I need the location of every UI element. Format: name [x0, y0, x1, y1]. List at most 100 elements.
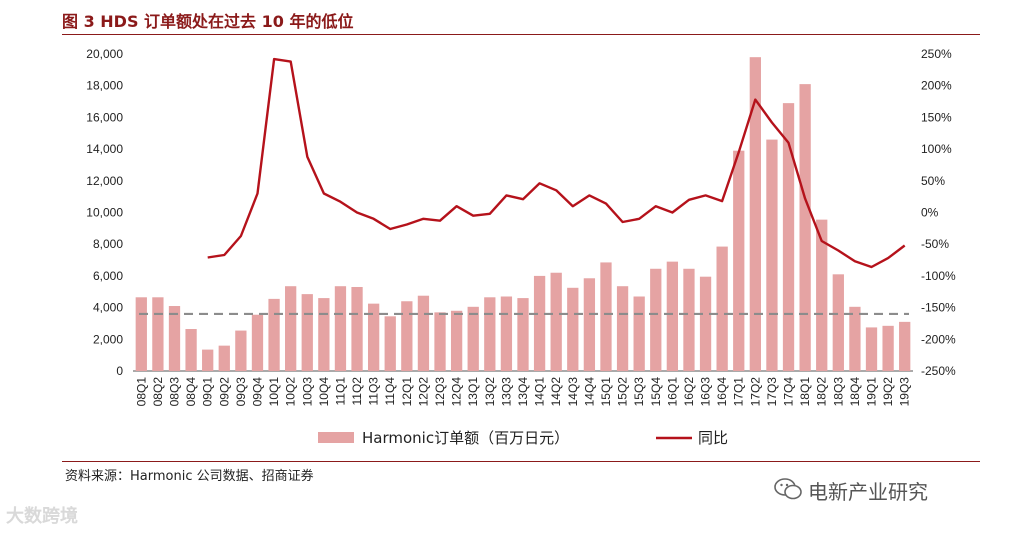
x-tick-label: 16Q4 [715, 377, 729, 407]
bar [716, 246, 728, 371]
x-tick-label: 13Q3 [499, 377, 513, 407]
source-note: 资料来源：Harmonic 公司数据、招商证券 [65, 469, 314, 484]
y-left-tick-label: 14,000 [86, 142, 123, 156]
bar [351, 286, 363, 371]
y-right-tick-label: 250% [921, 47, 952, 61]
bar [384, 316, 396, 371]
x-tick-label: 12Q4 [450, 377, 464, 407]
x-tick-label: 17Q4 [782, 377, 796, 407]
y-right-tick-label: -150% [921, 301, 956, 315]
x-tick-label: 11Q4 [383, 377, 397, 406]
bar [467, 306, 479, 371]
y-left-tick-label: 16,000 [86, 110, 123, 124]
bar [782, 103, 795, 371]
y-right-tick-label: -50% [921, 237, 949, 251]
bar [882, 325, 894, 371]
bar [816, 219, 828, 371]
bar [235, 330, 247, 371]
x-tick-label: 19Q1 [865, 377, 879, 407]
y-left-tick-label: 18,000 [86, 79, 123, 93]
x-tick-label: 14Q1 [533, 377, 547, 407]
x-tick-label: 18Q3 [831, 377, 845, 407]
x-tick-label: 08Q1 [134, 377, 148, 407]
x-tick-label: 10Q4 [317, 377, 331, 407]
bar [268, 298, 280, 371]
bar [301, 294, 313, 371]
bar [334, 286, 347, 371]
y-right-tick-label: -250% [921, 364, 956, 378]
bar [517, 298, 529, 371]
bar [600, 262, 612, 371]
bar [666, 261, 679, 371]
bar [202, 349, 214, 371]
x-tick-label: 13Q4 [516, 377, 530, 407]
bar [450, 310, 463, 371]
bar [500, 296, 513, 371]
bar [799, 84, 811, 372]
bar [218, 345, 230, 371]
bar [733, 150, 745, 371]
x-tick-label: 16Q2 [682, 377, 696, 407]
x-tick-label: 08Q2 [151, 377, 165, 407]
x-tick-label: 15Q4 [649, 377, 663, 407]
title-divider [62, 34, 980, 35]
x-tick-label: 17Q2 [748, 377, 762, 407]
bar [550, 272, 562, 371]
bar [434, 312, 446, 371]
bar [583, 278, 596, 371]
y-right-tick-label: 50% [921, 174, 945, 188]
bar [683, 268, 695, 371]
x-tick-label: 18Q1 [798, 377, 812, 407]
x-tick-label: 12Q3 [433, 377, 447, 407]
chart-legend: Harmonic订单额（百万日元） 同比 [318, 429, 728, 447]
y-left-tick-label: 8,000 [93, 237, 123, 251]
x-tick-label: 15Q2 [616, 377, 630, 407]
bar [484, 297, 496, 371]
y-left-tick-label: 6,000 [93, 269, 123, 283]
x-tick-label: 10Q1 [267, 377, 281, 407]
bar [367, 303, 380, 371]
x-tick-label: 17Q1 [732, 377, 746, 407]
x-tick-label: 15Q3 [632, 377, 646, 407]
x-tick-label: 11Q2 [350, 377, 364, 406]
y-left-tick-label: 4,000 [93, 301, 123, 315]
bar [185, 328, 197, 371]
bar [533, 275, 546, 371]
bar [616, 286, 629, 371]
bar [832, 274, 844, 371]
bar [849, 306, 861, 371]
bar [135, 297, 147, 371]
x-tick-label: 19Q3 [898, 377, 912, 407]
x-tick-label: 09Q3 [234, 377, 248, 407]
x-tick-label: 12Q2 [416, 377, 430, 407]
x-tick-label: 09Q2 [217, 377, 231, 407]
wechat-icon [774, 478, 802, 500]
bar [899, 321, 911, 371]
x-tick-label: 14Q3 [566, 377, 580, 407]
bar [865, 327, 878, 371]
bar [417, 295, 430, 371]
x-tick-label: 17Q3 [765, 377, 779, 407]
x-tick-label: 13Q1 [466, 377, 480, 407]
legend-bar-swatch [318, 432, 354, 443]
x-tick-label: 18Q4 [848, 377, 862, 407]
x-tick-label: 10Q2 [284, 377, 298, 407]
x-tick-label: 08Q3 [167, 377, 181, 407]
y-left-tick-label: 10,000 [86, 206, 123, 220]
bar [766, 139, 778, 371]
x-tick-label: 18Q2 [815, 377, 829, 407]
bar [401, 301, 413, 371]
bar [152, 297, 164, 371]
bar [699, 276, 712, 371]
x-tick-label: 13Q2 [483, 377, 497, 407]
bar [251, 314, 264, 371]
x-tick-label: 10Q3 [300, 377, 314, 407]
y-right-tick-label: 100% [921, 142, 952, 156]
x-tick-label: 19Q2 [881, 377, 895, 407]
x-tick-label: 14Q4 [582, 377, 596, 407]
y-right-tick-label: 150% [921, 110, 952, 124]
figure-title: 图 3 HDS 订单额处在过去 10 年的低位 [62, 12, 354, 31]
y-right-tick-label: 200% [921, 79, 952, 93]
watermark-text: 电新产业研究 [808, 480, 928, 504]
